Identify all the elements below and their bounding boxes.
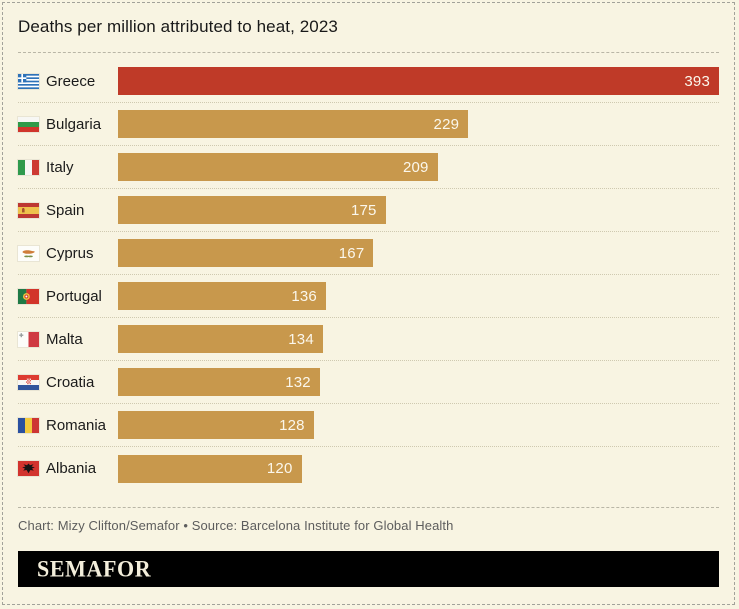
bar-track: 132 <box>118 368 719 396</box>
chart-row: Italy 209 <box>18 146 719 189</box>
country-cell: Portugal <box>18 288 118 305</box>
value-bar: 136 <box>118 282 326 310</box>
bar-track: 229 <box>118 110 719 138</box>
bar-chart: Greece 393 Bulgaria 229 Italy 209 Spain 175 Cypr… <box>18 60 719 490</box>
value-label: 393 <box>684 72 710 90</box>
romania-flag-icon <box>18 417 39 433</box>
value-label: 132 <box>285 373 311 391</box>
albania-flag-icon <box>18 461 39 476</box>
chart-row: Bulgaria 229 <box>18 103 719 146</box>
value-bar: 229 <box>118 110 469 138</box>
value-label: 134 <box>288 330 314 348</box>
country-cell: Cyprus <box>18 245 118 262</box>
bar-track: 175 <box>118 196 719 224</box>
country-label: Portugal <box>46 287 102 305</box>
value-label: 209 <box>402 158 429 176</box>
chart-row: Spain 175 <box>18 189 719 232</box>
country-label: Italy <box>46 158 74 176</box>
value-bar: 128 <box>118 411 314 439</box>
bulgaria-flag-icon <box>18 116 39 132</box>
country-label: Romania <box>46 416 107 434</box>
value-bar: 209 <box>118 153 438 181</box>
semafor-logo-bar: SEMAFOR <box>18 551 719 587</box>
country-cell: Malta <box>18 331 118 348</box>
bar-track: 134 <box>118 325 719 353</box>
value-label: 175 <box>350 201 377 219</box>
semafor-logo: SEMAFOR <box>37 555 152 582</box>
country-label: Malta <box>46 330 83 348</box>
chart-row: Portugal 136 <box>18 275 719 318</box>
country-cell: Greece <box>18 73 118 90</box>
chart-row: Malta 134 <box>18 318 719 361</box>
value-bar: 393 <box>118 67 719 95</box>
country-cell: Bulgaria <box>18 116 118 133</box>
bar-track: 128 <box>118 411 719 439</box>
country-cell: Albania <box>18 460 118 477</box>
croatia-flag-icon <box>18 374 39 390</box>
malta-flag-icon <box>18 331 39 347</box>
title-separator <box>18 52 719 53</box>
value-bar: 175 <box>118 196 386 224</box>
country-cell: Romania <box>18 417 118 434</box>
value-bar: 120 <box>118 454 302 483</box>
chart-row: Greece 393 <box>18 60 719 103</box>
value-bar: 167 <box>118 239 374 267</box>
value-bar: 132 <box>118 368 320 396</box>
value-label: 128 <box>279 416 305 434</box>
bar-track: 136 <box>118 282 719 310</box>
chart-title: Deaths per million attributed to heat, 2… <box>18 17 338 36</box>
value-label: 167 <box>338 244 365 262</box>
value-label: 136 <box>291 287 317 305</box>
footer-separator <box>18 507 719 508</box>
value-label: 229 <box>433 115 460 133</box>
italy-flag-icon <box>18 159 39 175</box>
country-cell: Spain <box>18 202 118 219</box>
chart-row: Cyprus 167 <box>18 232 719 275</box>
country-label: Greece <box>46 72 96 90</box>
country-label: Cyprus <box>46 244 94 262</box>
country-label: Spain <box>46 201 85 219</box>
cyprus-flag-icon <box>18 245 39 261</box>
country-label: Albania <box>46 460 97 477</box>
spain-flag-icon <box>18 202 39 218</box>
country-cell: Italy <box>18 159 118 176</box>
bar-track: 167 <box>118 239 719 267</box>
chart-row: Albania 120 <box>18 447 719 490</box>
bar-track: 120 <box>118 454 719 483</box>
bar-track: 209 <box>118 153 719 181</box>
chart-row: Croatia 132 <box>18 361 719 404</box>
value-label: 120 <box>266 460 293 477</box>
portugal-flag-icon <box>18 288 39 304</box>
chart-row: Romania 128 <box>18 404 719 447</box>
country-label: Croatia <box>46 373 95 391</box>
country-cell: Croatia <box>18 374 118 391</box>
greece-flag-icon <box>18 73 39 89</box>
value-bar: 134 <box>118 325 323 353</box>
country-label: Bulgaria <box>46 115 102 133</box>
credit-line: Chart: Mizy Clifton/Semafor • Source: Ba… <box>18 518 454 533</box>
bar-track: 393 <box>118 67 719 95</box>
